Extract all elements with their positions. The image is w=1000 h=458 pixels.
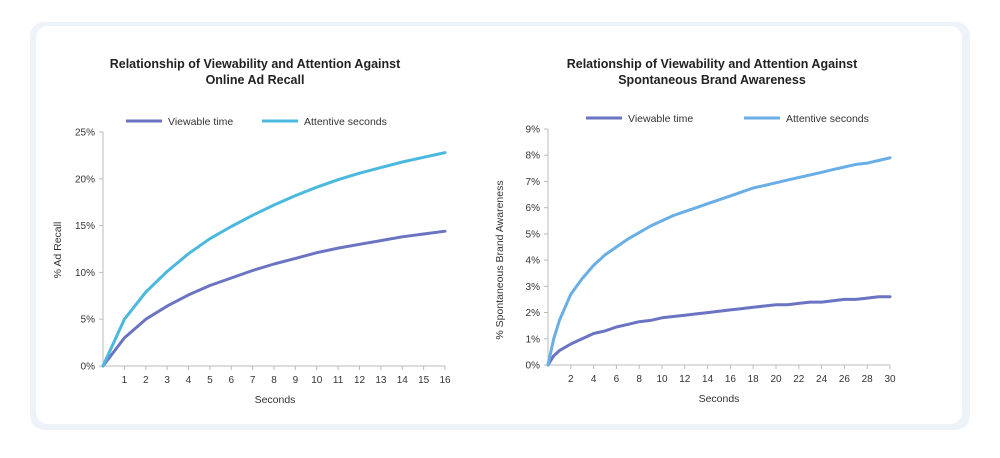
x-tick-label: 15: [418, 375, 430, 386]
chart1-legend-viewable-label: Viewable time: [168, 116, 233, 128]
x-tick-label: 14: [702, 374, 714, 385]
chart2-y-axis-label: % Spontaneous Brand Awareness: [494, 180, 506, 339]
x-tick-label: 20: [770, 374, 782, 385]
chart-ad-recall: Relationship of Viewability and Attentio…: [52, 57, 451, 406]
chart-card: [36, 26, 962, 424]
x-tick-label: 24: [816, 374, 828, 385]
x-tick-label: 8: [271, 375, 277, 386]
chart1-legend: Viewable time Attentive seconds: [126, 116, 387, 128]
x-tick-label: 22: [793, 374, 805, 385]
y-tick-label: 2%: [526, 308, 541, 319]
y-tick-label: 25%: [75, 128, 95, 139]
y-tick-label: 15%: [75, 221, 95, 232]
series-line-viewable-time: [546, 295, 892, 367]
y-tick-label: 20%: [75, 174, 95, 185]
chart1-title-line2: Online Ad Recall: [206, 73, 305, 87]
chart1-x-axis-label: Seconds: [255, 394, 296, 406]
y-tick-label: 7%: [526, 177, 541, 188]
chart2-title-line1: Relationship of Viewability and Attentio…: [567, 57, 858, 71]
chart1-legend-attentive-label: Attentive seconds: [304, 116, 387, 128]
x-tick-label: 12: [354, 375, 366, 386]
y-tick-label: 5%: [81, 315, 96, 326]
x-tick-label: 1: [122, 375, 128, 386]
x-tick-label: 3: [164, 375, 170, 386]
x-tick-label: 26: [839, 374, 851, 385]
x-tick-label: 28: [862, 374, 874, 385]
x-tick-label: 2: [143, 375, 149, 386]
x-tick-label: 4: [591, 374, 597, 385]
y-tick-label: 10%: [75, 268, 95, 279]
series-line-attentive-seconds: [101, 151, 447, 368]
x-tick-label: 11: [333, 375, 344, 386]
chart2-legend-attentive-label: Attentive seconds: [786, 113, 869, 125]
chart1-y-axis-label: % Ad Recall: [52, 222, 64, 279]
y-tick-label: 1%: [526, 334, 541, 345]
x-tick-label: 12: [679, 374, 691, 385]
y-tick-label: 0%: [81, 362, 96, 373]
x-tick-label: 2: [568, 374, 574, 385]
x-tick-label: 7: [250, 375, 256, 386]
chart2-title-line2: Spontaneous Brand Awareness: [618, 73, 806, 87]
series-line-viewable-time: [101, 229, 447, 368]
y-tick-label: 8%: [526, 151, 541, 162]
x-tick-label: 8: [636, 374, 642, 385]
x-tick-label: 6: [228, 375, 234, 386]
x-tick-label: 9: [293, 375, 299, 386]
x-tick-label: 10: [311, 375, 323, 386]
x-tick-label: 10: [656, 374, 668, 385]
chart1-title-line1: Relationship of Viewability and Attentio…: [110, 57, 401, 71]
x-tick-label: 14: [397, 375, 409, 386]
series-line-attentive-seconds: [546, 156, 892, 367]
y-tick-label: 5%: [526, 229, 541, 240]
x-tick-label: 13: [375, 375, 387, 386]
x-tick-label: 30: [884, 374, 896, 385]
y-tick-label: 0%: [526, 361, 541, 372]
chart2-legend-viewable-label: Viewable time: [628, 113, 693, 125]
x-tick-label: 6: [614, 374, 620, 385]
chart-brand-awareness: Relationship of Viewability and Attentio…: [494, 57, 896, 405]
y-tick-label: 6%: [526, 203, 541, 214]
y-tick-label: 9%: [526, 125, 541, 136]
y-tick-label: 4%: [526, 256, 541, 267]
chart2-legend: Viewable time Attentive seconds: [586, 113, 869, 125]
chart2-x-axis-label: Seconds: [699, 393, 740, 405]
x-tick-label: 18: [748, 374, 760, 385]
x-tick-label: 16: [725, 374, 737, 385]
y-tick-label: 3%: [526, 282, 541, 293]
x-tick-label: 16: [439, 375, 451, 386]
x-tick-label: 4: [186, 375, 192, 386]
x-tick-label: 5: [207, 375, 213, 386]
